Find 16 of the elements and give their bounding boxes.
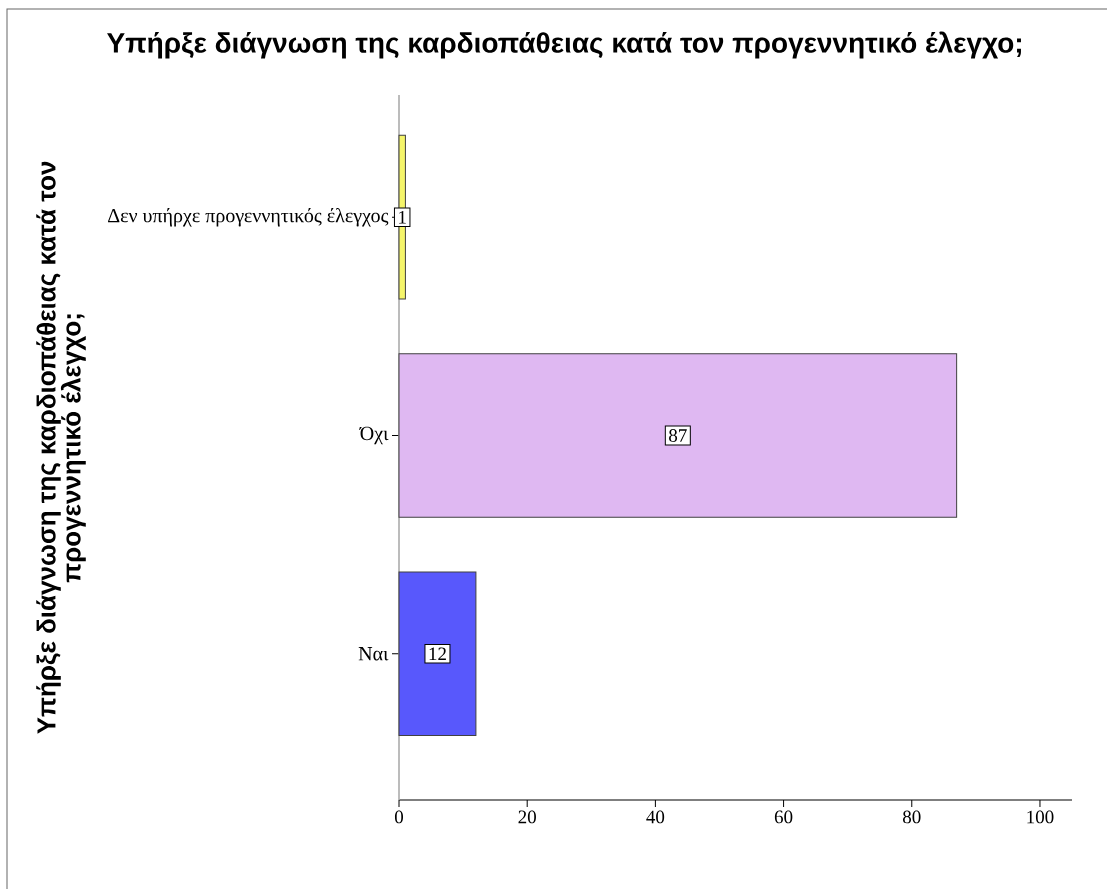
data-label: 87 [669,429,687,442]
chart-title: Υπήρξε διάγνωση της καρδιοπάθειας κατά τον προγεννητικό έλεγχο; [107,31,1021,59]
bar [398,353,958,518]
x-tick-label: 0 [394,810,404,824]
data-label: 12 [429,647,446,661]
y-tick-label: Δεν υπήρχε προγεννητικός έλεγχος [108,208,389,227]
x-tick-label: 40 [646,810,665,824]
x-tick-label: 80 [902,810,921,824]
y-axis-title: Υπήρξε διάγνωση της καρδιοπάθειας κατά τον προγεννητικό έλεγχο; [36,161,86,734]
y-tick-label: Ναι [358,647,389,661]
x-tick-label: 20 [518,810,536,824]
x-tick-label: 60 [774,810,793,824]
bar [398,571,477,737]
data-label: 1 [399,210,406,224]
x-tick-label: 100 [1027,810,1054,824]
y-tick-label: Όχι [359,426,389,445]
